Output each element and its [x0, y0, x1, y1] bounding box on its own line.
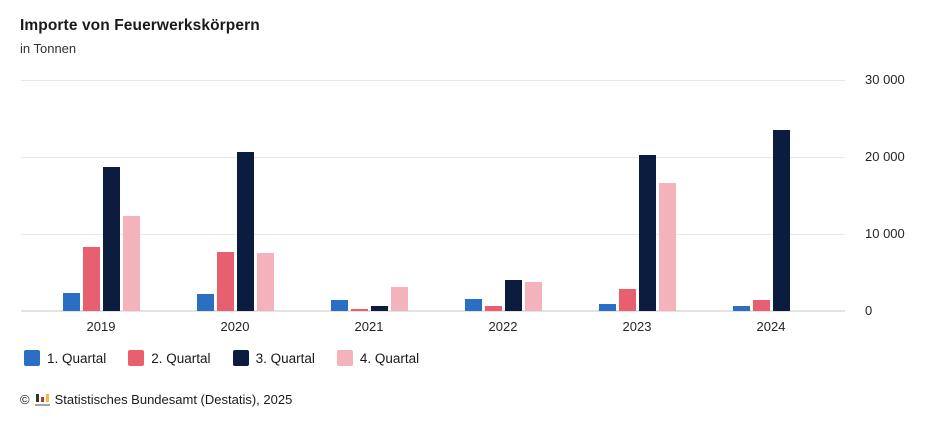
- legend-swatch: [232, 350, 249, 366]
- bar-2023-q3[interactable]: [638, 154, 656, 311]
- bar-2023-q4[interactable]: [658, 183, 676, 311]
- copyright-symbol: ©: [20, 392, 30, 407]
- legend-swatch: [336, 350, 353, 366]
- gridline: [21, 80, 845, 81]
- x-axis-line: [21, 310, 845, 312]
- bar-2024-q2[interactable]: [752, 299, 770, 311]
- bar-2019-q1[interactable]: [62, 292, 80, 311]
- bar-2021-q1[interactable]: [330, 300, 348, 311]
- x-axis-label-2020: 2020: [220, 319, 250, 334]
- bar-2022-q1[interactable]: [464, 298, 482, 311]
- chart-title: Importe von Feuerwerkskörpern: [20, 17, 260, 34]
- source-text: Statistisches Bundesamt (Destatis), 2025: [54, 392, 293, 407]
- x-axis-label-2023: 2023: [622, 319, 652, 334]
- legend-item-q1[interactable]: 1. Quartal: [24, 350, 106, 366]
- legend-item-q4[interactable]: 4. Quartal: [336, 350, 420, 366]
- x-axis-label-2021: 2021: [354, 319, 384, 334]
- legend-label: 1. Quartal: [47, 350, 107, 366]
- x-axis-label-2022: 2022: [488, 319, 518, 334]
- legend-label: 4. Quartal: [359, 350, 420, 366]
- bar-2024-q3[interactable]: [772, 130, 790, 311]
- bar-2020-q3[interactable]: [236, 151, 254, 311]
- y-axis-tick-label: 10 000: [865, 226, 905, 241]
- bar-group-2022: [436, 80, 570, 311]
- gridline: [21, 157, 845, 158]
- bar-2023-q2[interactable]: [618, 289, 636, 311]
- legend-label: 2. Quartal: [151, 350, 211, 366]
- bar-2021-q2[interactable]: [350, 308, 368, 311]
- bar-2024-q1[interactable]: [732, 305, 750, 311]
- y-axis-tick-label: 0: [865, 303, 873, 318]
- bar-2019-q3[interactable]: [102, 167, 120, 311]
- bar-2020-q1[interactable]: [196, 294, 214, 311]
- legend-label: 3. Quartal: [255, 350, 315, 366]
- bar-2020-q2[interactable]: [216, 252, 234, 311]
- x-axis-label-2019: 2019: [86, 319, 116, 334]
- legend-swatch: [24, 350, 40, 366]
- bar-2022-q2[interactable]: [484, 306, 502, 311]
- chart-subtitle: in Tonnen: [20, 41, 77, 56]
- bar-group-2020: [168, 80, 302, 311]
- y-axis-tick-label: 30 000: [865, 72, 905, 87]
- bar-2022-q3[interactable]: [504, 280, 522, 311]
- bar-group-2023: [570, 80, 704, 311]
- bar-2022-q4[interactable]: [524, 281, 542, 311]
- bar-group-2019: [34, 80, 168, 311]
- chart-legend: 1. Quartal 2. Quartal 3. Quartal 4. Quartal: [24, 350, 419, 366]
- bar-group-2021: [302, 80, 436, 311]
- x-axis-label-2024: 2024: [756, 319, 786, 334]
- hamburger-menu-icon[interactable]: [883, 23, 905, 40]
- legend-swatch: [128, 350, 145, 366]
- bar-group-2024: [704, 80, 838, 311]
- bar-2019-q4[interactable]: [122, 215, 140, 311]
- gridline: [21, 234, 845, 235]
- bar-2020-q4[interactable]: [256, 253, 274, 311]
- plot-area: [21, 80, 845, 312]
- legend-item-q2[interactable]: 2. Quartal: [128, 350, 211, 366]
- legend-item-q3[interactable]: 3. Quartal: [232, 350, 315, 366]
- destatis-bar-chart-icon: [34, 393, 50, 407]
- bar-2019-q2[interactable]: [82, 247, 100, 311]
- source-footer: © Statistisches Bundesamt (Destatis), 20…: [20, 392, 292, 407]
- bar-2021-q3[interactable]: [370, 306, 388, 311]
- bar-2023-q1[interactable]: [598, 304, 616, 311]
- bar-2021-q4[interactable]: [390, 287, 408, 311]
- y-axis-tick-label: 20 000: [865, 149, 905, 164]
